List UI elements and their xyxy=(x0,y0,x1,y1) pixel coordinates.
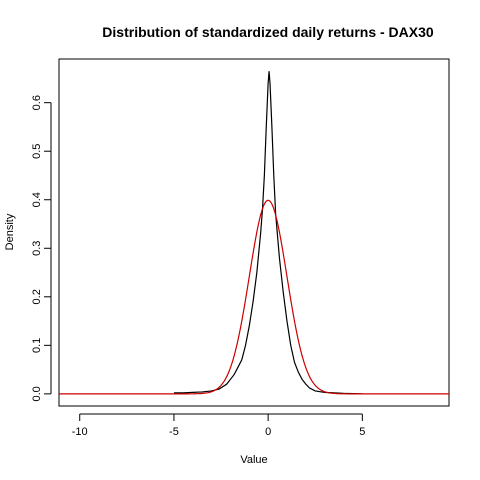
y-axis: 0.0 0.1 0.2 0.3 0.4 0.5 0.6 xyxy=(31,95,52,402)
x-tick-label: 5 xyxy=(359,426,365,438)
y-tick-label: 0.3 xyxy=(31,241,43,256)
x-tick-label: 0 xyxy=(265,426,271,438)
x-axis: -10 -5 0 5 xyxy=(72,413,365,438)
chart-title: Distribution of standardized daily retur… xyxy=(102,24,434,40)
y-tick-label: 0.1 xyxy=(31,338,43,353)
x-tick-label: -10 xyxy=(72,426,88,438)
x-tick-label: -5 xyxy=(169,426,179,438)
plot-frame xyxy=(58,58,450,407)
y-tick-label: 0.5 xyxy=(31,144,43,159)
y-tick-label: 0.6 xyxy=(31,95,43,110)
normal-density-line xyxy=(59,199,449,395)
plot-area xyxy=(59,71,449,395)
y-tick-label: 0.0 xyxy=(31,386,43,401)
x-axis-title: Value xyxy=(240,454,267,466)
empirical-density-line xyxy=(173,71,363,395)
y-axis-title: Density xyxy=(4,213,16,250)
y-tick-label: 0.4 xyxy=(31,192,43,207)
y-tick-label: 0.2 xyxy=(31,289,43,304)
